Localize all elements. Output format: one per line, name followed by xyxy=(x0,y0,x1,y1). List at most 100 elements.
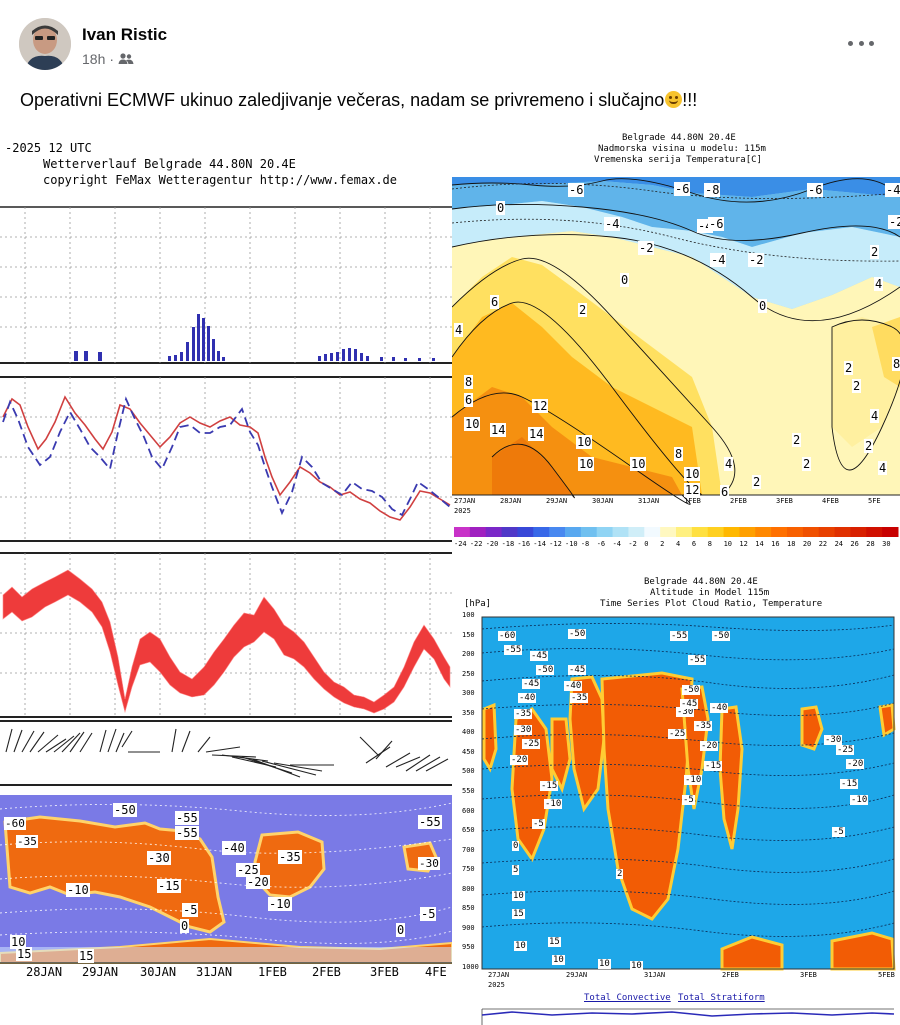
tr-isotherms xyxy=(452,178,900,505)
legend-label: 18 xyxy=(787,540,796,548)
dot-icon xyxy=(869,40,874,46)
br-contour-label: 10 xyxy=(630,961,643,971)
legend-label: 14 xyxy=(755,540,764,548)
left-contour-label: 0 xyxy=(180,919,190,933)
legend-label: 20 xyxy=(802,540,812,548)
br-contour-label: 0 xyxy=(512,841,520,851)
br-y-tick: 800 xyxy=(462,884,475,893)
left-date-label: 30JAN xyxy=(140,965,177,979)
br-contour-label: -30 xyxy=(514,725,533,735)
left-contour-label: -60 xyxy=(4,817,26,830)
tr-contour-label: 0 xyxy=(758,299,768,313)
br-contour-label: 15 xyxy=(548,937,561,947)
tr-date-label: 4FEB xyxy=(822,497,839,505)
left-contour-label: -55 xyxy=(418,815,442,829)
tr-zone-hottest xyxy=(492,437,572,495)
more-options-button[interactable] xyxy=(848,34,874,52)
tr-contour-label: 6 xyxy=(720,485,730,499)
left-header-line3: copyright FeMax Wetteragentur http://www… xyxy=(43,173,398,187)
friends-icon xyxy=(118,53,134,64)
legend-label: -10 xyxy=(565,540,578,548)
tr-contour-label: 4 xyxy=(454,323,464,337)
left-contour-label: -50 xyxy=(113,803,137,817)
legend-swatch xyxy=(501,527,518,537)
temperature-cross-section: Belgrade 44.80N 20.4E Nadmorska visina u… xyxy=(452,127,900,569)
tr-contour-label: -6 xyxy=(807,183,824,197)
br-contour-label: -35 xyxy=(694,721,713,731)
br-contour-label: -20 xyxy=(510,755,529,765)
left-contour-label: -35 xyxy=(16,835,38,848)
br-contour-label: 5 xyxy=(512,865,520,875)
left-date-label: 4FE xyxy=(425,965,447,979)
legend-swatch xyxy=(882,527,899,537)
tr-contour-label: 10 xyxy=(630,457,647,471)
tr-contour-label: 6 xyxy=(464,393,474,407)
br-contour-label: -5 xyxy=(682,795,695,805)
tr-contour-label: 6 xyxy=(490,295,500,309)
legend-label: 30 xyxy=(882,540,891,548)
tr-contour-label: 2 xyxy=(844,361,854,375)
post-image[interactable]: -2025 12 UTC Wetterverlauf Belgrade 44.8… xyxy=(0,127,900,1025)
author-name[interactable]: Ivan Ristic xyxy=(82,25,168,44)
legend-label: -18 xyxy=(501,540,515,548)
br-contour-label: -50 xyxy=(536,665,555,675)
post-time[interactable]: 18h xyxy=(82,51,106,67)
dot-icon xyxy=(858,40,864,46)
legend-label: -22 xyxy=(469,540,483,548)
legend-label: 24 xyxy=(834,540,843,548)
br-y-tick: 900 xyxy=(462,923,475,932)
legend-swatch xyxy=(660,527,677,537)
tr-contour-label: -6 xyxy=(708,217,725,231)
br-bottom-plot xyxy=(481,1008,894,1025)
tr-date-label: 1FEB xyxy=(684,497,701,505)
legend-swatch xyxy=(612,527,629,537)
tr-legend-bar xyxy=(454,527,899,537)
left-contour-label: -25 xyxy=(236,863,260,877)
tr-contour-label: 8 xyxy=(464,375,474,389)
br-title-1: Belgrade 44.80N 20.4E xyxy=(644,577,758,587)
br-contour-label: -15 xyxy=(704,761,723,771)
tr-contour-label: 12 xyxy=(532,399,549,413)
br-contour-label: -50 xyxy=(568,629,587,639)
legend-label: 16 xyxy=(771,540,780,548)
legend-swatch xyxy=(723,527,740,537)
tr-contour-label: 4 xyxy=(878,461,888,475)
legend-swatch xyxy=(596,527,614,537)
tr-isotherms-dashed xyxy=(452,183,900,262)
legend-label: -24 xyxy=(454,540,467,548)
post-text-suffix: !!! xyxy=(682,90,698,110)
tr-contour-label: 2 xyxy=(870,245,880,259)
meta-separator: · xyxy=(109,51,115,67)
br-contour-label: -5 xyxy=(532,819,545,829)
legend-label: -4 xyxy=(612,540,621,548)
precip-grid xyxy=(0,207,452,363)
legend-swatch xyxy=(676,527,693,537)
precip-bars xyxy=(74,314,435,361)
br-contour-label: -55 xyxy=(670,631,689,641)
temperature-band xyxy=(2,569,451,714)
tr-contour-label: -6 xyxy=(568,183,585,197)
legend-label: 12 xyxy=(739,540,748,548)
legend-swatch xyxy=(818,527,836,537)
tr-contour-label: 14 xyxy=(528,427,545,441)
dewpoint-line xyxy=(2,396,451,517)
left-contour-label: -30 xyxy=(418,857,440,870)
tr-date-label: 3FEB xyxy=(776,497,793,505)
br-contour-label: -45 xyxy=(680,699,699,709)
br-legend-right: Total Stratiform xyxy=(678,993,765,1003)
br-contour-label: 10 xyxy=(552,955,565,965)
left-contour-label: -55 xyxy=(175,811,199,825)
cloud-isotherms xyxy=(0,802,452,944)
legend-swatch xyxy=(565,527,582,537)
br-y-tick: 150 xyxy=(462,630,475,639)
avatar[interactable] xyxy=(19,18,71,70)
br-y-tick: 750 xyxy=(462,865,475,874)
br-contour-label: -15 xyxy=(540,781,559,791)
tr-date-label: 28JAN xyxy=(500,497,522,505)
br-y-unit: [hPa] xyxy=(464,599,492,609)
tr-contour-label: 2 xyxy=(852,379,862,393)
br-y-tick: 500 xyxy=(462,767,475,776)
br-contour-label: -35 xyxy=(514,709,533,719)
tr-title-3: Vremenska serija Temperatura[C] xyxy=(594,155,762,165)
